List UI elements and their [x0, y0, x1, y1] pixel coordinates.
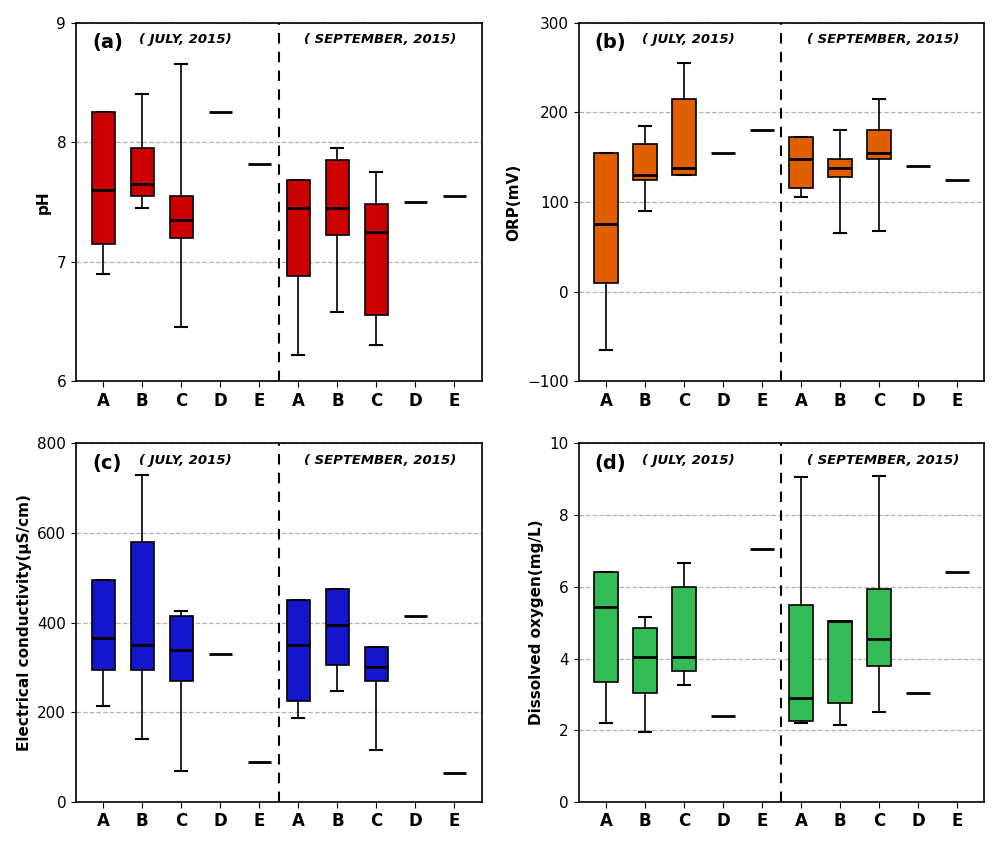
- Y-axis label: Electrical conductivity(μS/cm): Electrical conductivity(μS/cm): [17, 494, 32, 751]
- PathPatch shape: [286, 180, 310, 276]
- PathPatch shape: [595, 152, 618, 283]
- Text: (b): (b): [595, 33, 627, 53]
- Y-axis label: ORP(mV): ORP(mV): [507, 163, 522, 241]
- Text: ( SEPTEMBER, 2015): ( SEPTEMBER, 2015): [304, 33, 456, 47]
- PathPatch shape: [828, 621, 852, 703]
- Y-axis label: Dissolved oxygen(mg/L): Dissolved oxygen(mg/L): [530, 520, 545, 725]
- PathPatch shape: [130, 542, 154, 670]
- PathPatch shape: [325, 160, 349, 235]
- PathPatch shape: [364, 204, 388, 315]
- Text: ( SEPTEMBER, 2015): ( SEPTEMBER, 2015): [807, 454, 959, 468]
- PathPatch shape: [634, 628, 657, 693]
- Text: ( SEPTEMBER, 2015): ( SEPTEMBER, 2015): [304, 454, 456, 468]
- PathPatch shape: [91, 580, 115, 670]
- Text: (d): (d): [595, 454, 627, 473]
- PathPatch shape: [169, 616, 193, 681]
- PathPatch shape: [595, 573, 618, 682]
- PathPatch shape: [789, 137, 813, 189]
- PathPatch shape: [867, 589, 891, 666]
- PathPatch shape: [634, 144, 657, 180]
- PathPatch shape: [789, 605, 813, 722]
- PathPatch shape: [828, 159, 852, 177]
- Text: (c): (c): [92, 454, 121, 473]
- Text: ( JULY, 2015): ( JULY, 2015): [642, 454, 735, 468]
- Text: ( JULY, 2015): ( JULY, 2015): [139, 33, 232, 47]
- PathPatch shape: [325, 589, 349, 665]
- PathPatch shape: [169, 196, 193, 238]
- PathPatch shape: [130, 148, 154, 196]
- Text: ( JULY, 2015): ( JULY, 2015): [139, 454, 232, 468]
- Y-axis label: pH: pH: [36, 190, 51, 213]
- Text: (a): (a): [92, 33, 123, 53]
- PathPatch shape: [364, 647, 388, 681]
- PathPatch shape: [286, 601, 310, 701]
- PathPatch shape: [673, 99, 696, 175]
- PathPatch shape: [867, 130, 891, 159]
- PathPatch shape: [673, 587, 696, 671]
- Text: ( SEPTEMBER, 2015): ( SEPTEMBER, 2015): [807, 33, 959, 47]
- PathPatch shape: [91, 113, 115, 244]
- Text: ( JULY, 2015): ( JULY, 2015): [642, 33, 735, 47]
